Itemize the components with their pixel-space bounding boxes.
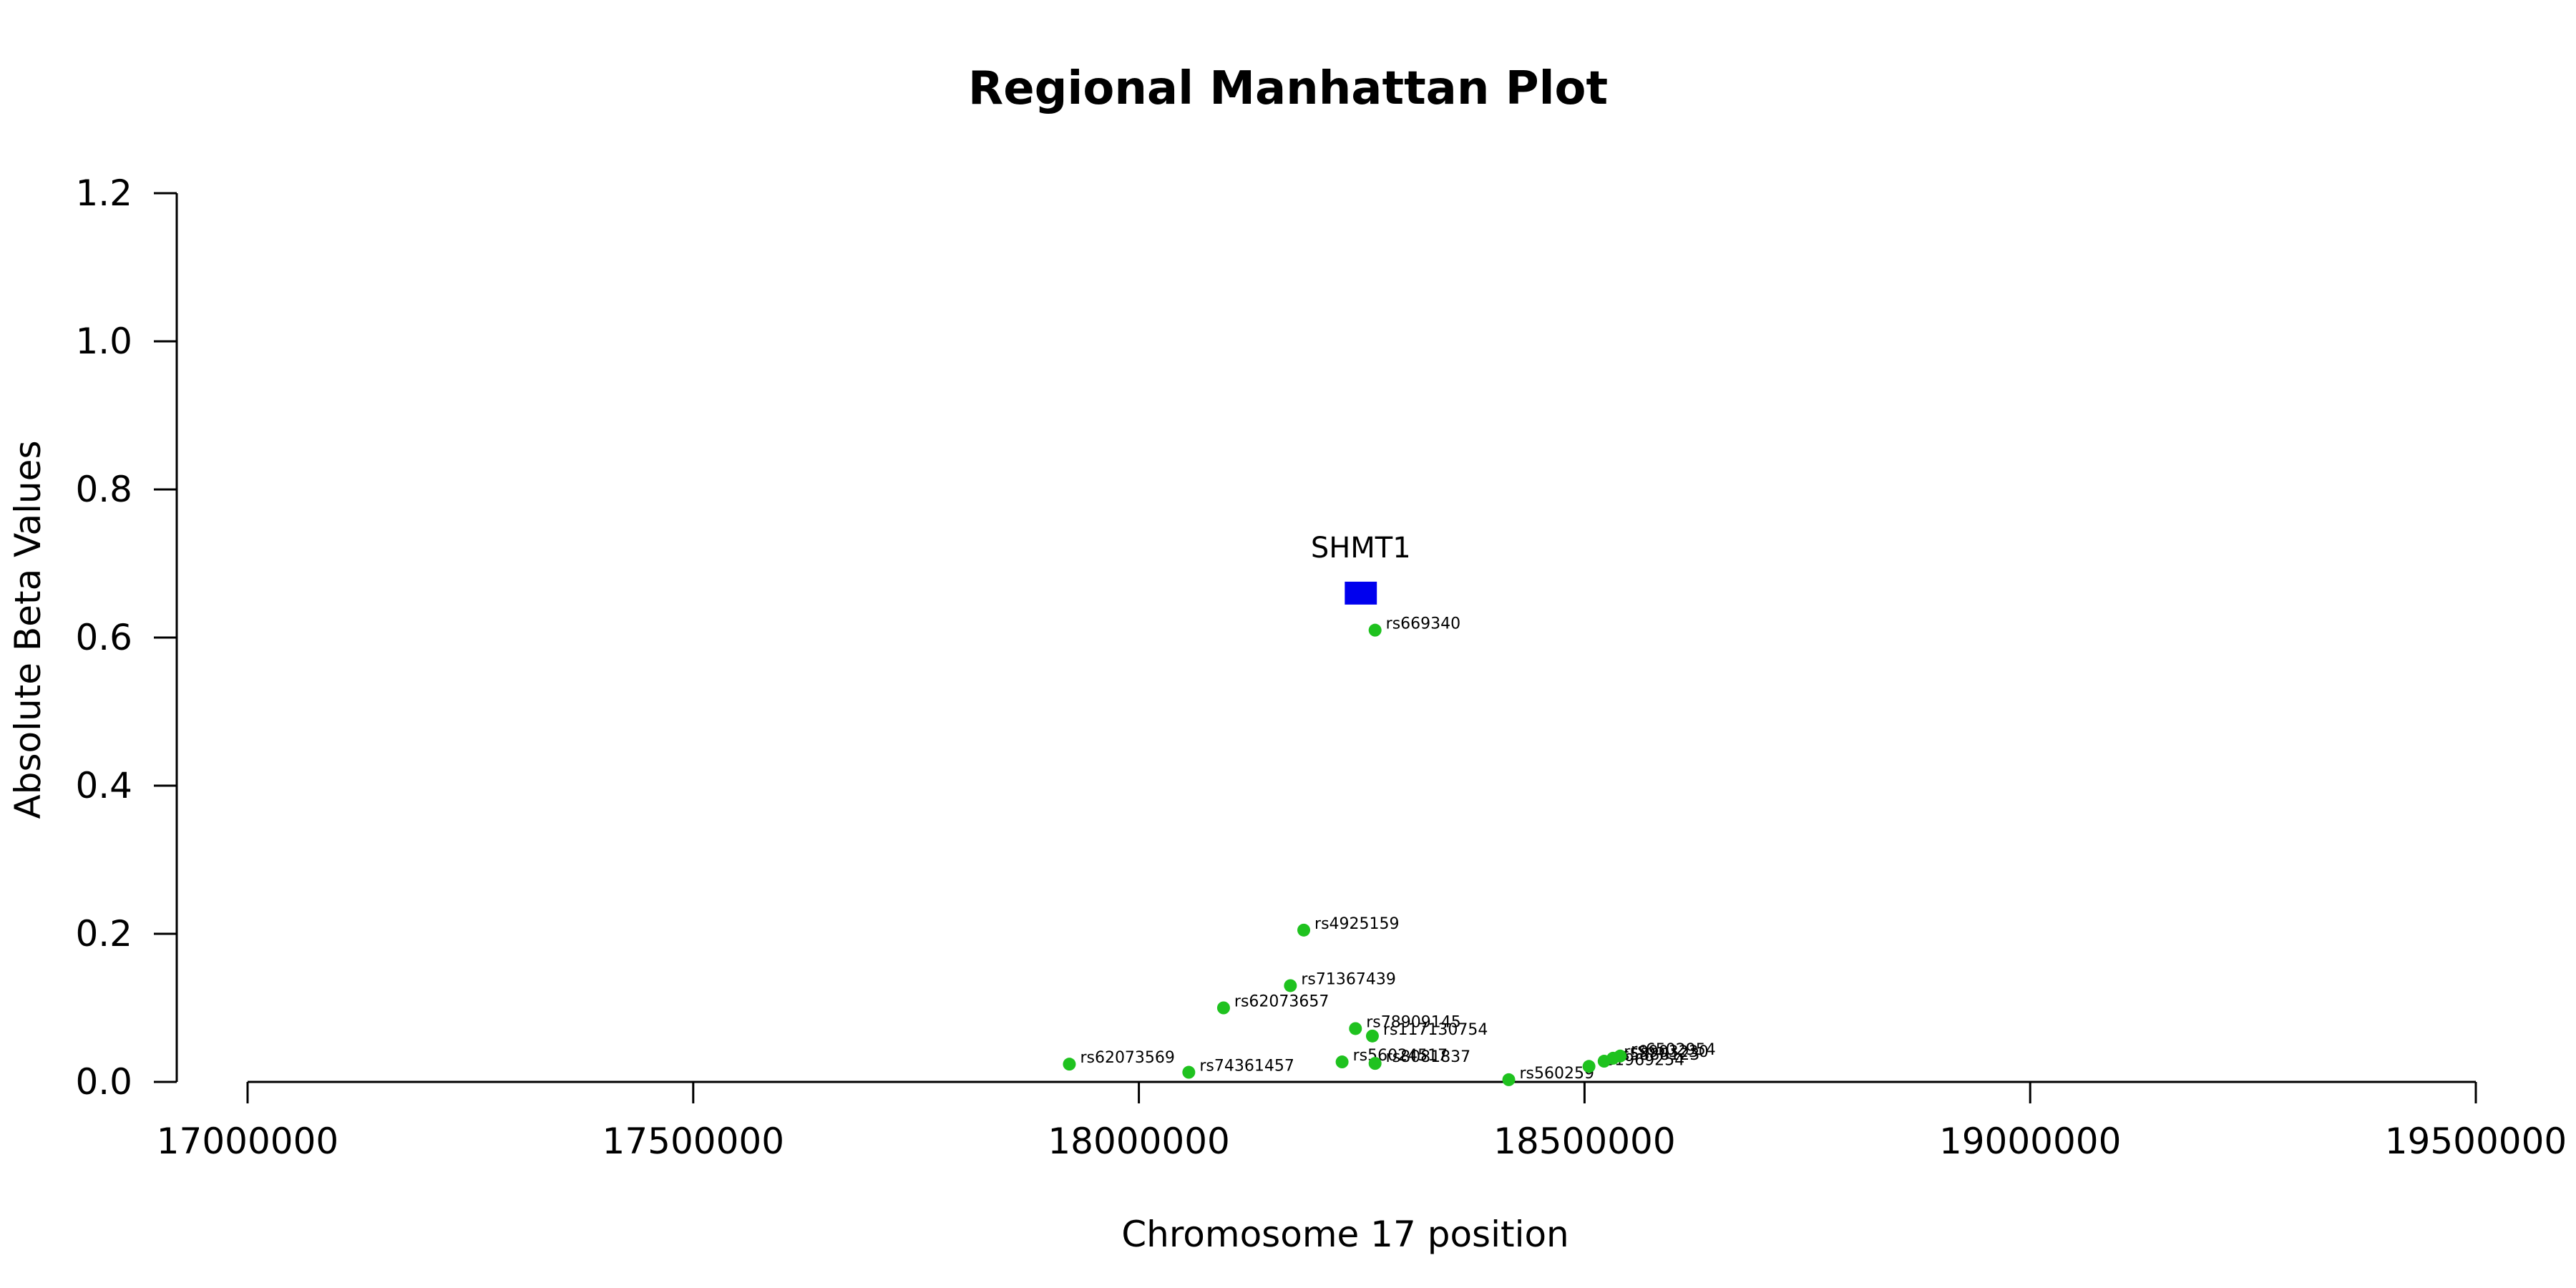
chart-title: Regional Manhattan Plot xyxy=(968,62,1608,115)
snp-point xyxy=(1297,923,1311,937)
y-tick-label: 0.2 xyxy=(75,913,132,955)
snp-label: rs560259 xyxy=(1520,1065,1595,1083)
snp-label: rs8081837 xyxy=(1386,1048,1471,1066)
points-layer: rs669340 rs4925159 rs71367439 rs62073657 rs7… xyxy=(1063,615,1716,1086)
gene-marker xyxy=(1345,581,1377,605)
y-tick-label: 0.0 xyxy=(75,1061,132,1103)
snp-label: rs5888123 xyxy=(1615,1046,1700,1064)
snp-label: rs4925159 xyxy=(1314,915,1400,933)
snp-label: rs71367439 xyxy=(1301,970,1395,988)
snp-label: rs117130754 xyxy=(1383,1021,1488,1039)
snp-point xyxy=(1063,1058,1076,1071)
x-axis: 17000000 17500000 18000000 18500000 19000000… xyxy=(157,1080,2567,1162)
y-tick-label: 1.0 xyxy=(75,321,132,362)
y-tick-label: 0.8 xyxy=(75,469,132,510)
snp-point xyxy=(1349,1022,1362,1035)
snp-label: rs9903230 xyxy=(1624,1043,1709,1061)
snp-point xyxy=(1284,979,1297,992)
snp-label: rs78909145 xyxy=(1366,1013,1460,1031)
snp-point xyxy=(1502,1073,1516,1086)
x-tick-label: 19500000 xyxy=(2385,1121,2567,1162)
x-tick-label: 17500000 xyxy=(602,1121,785,1162)
y-tick-label: 0.4 xyxy=(75,765,132,806)
snp-point xyxy=(1368,623,1382,637)
snp-point xyxy=(1182,1065,1196,1079)
snp-label: rs669340 xyxy=(1386,615,1461,633)
gene-layer: SHMT1 xyxy=(1311,532,1411,605)
snp-point xyxy=(1365,1029,1379,1043)
snp-label: rs62073657 xyxy=(1234,993,1329,1011)
x-tick-label: 19000000 xyxy=(1939,1121,2122,1162)
x-tick-label: 18500000 xyxy=(1493,1121,1676,1162)
x-axis-label: Chromosome 17 position xyxy=(1121,1214,1569,1255)
snp-point xyxy=(1368,1057,1382,1070)
gene-label: SHMT1 xyxy=(1311,532,1411,565)
y-axis: 0.0 0.2 0.4 0.6 0.8 1.0 1.2 xyxy=(75,172,178,1103)
snp-label: rs62073569 xyxy=(1080,1049,1174,1067)
y-tick-label: 0.6 xyxy=(75,617,132,658)
snp-point xyxy=(1614,1049,1627,1063)
snp-label: rs74361457 xyxy=(1199,1058,1294,1075)
snp-label: rs6502954 xyxy=(1631,1041,1716,1059)
x-tick-label: 18000000 xyxy=(1048,1121,1230,1162)
snp-point xyxy=(1335,1055,1349,1069)
snp-point xyxy=(1216,1001,1230,1015)
y-axis-label: Absolute Beta Values xyxy=(7,441,49,819)
x-tick-label: 17000000 xyxy=(157,1121,339,1162)
snp-label: rs56024517 xyxy=(1353,1047,1448,1065)
y-tick-label: 1.2 xyxy=(75,172,132,214)
snp-point xyxy=(1582,1060,1596,1073)
